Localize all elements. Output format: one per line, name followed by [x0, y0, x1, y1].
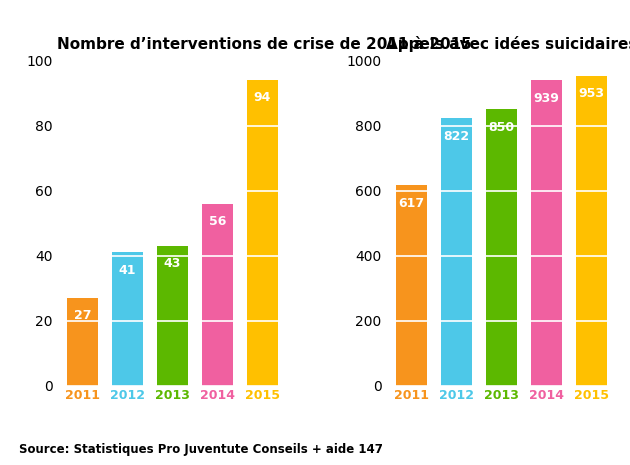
- Bar: [112, 252, 143, 386]
- Text: 822: 822: [444, 130, 469, 143]
- Text: 43: 43: [164, 257, 181, 270]
- Bar: [441, 119, 472, 386]
- Bar: [158, 246, 188, 386]
- Text: 41: 41: [119, 264, 136, 277]
- Text: Nombre d’interventions de crise de 2011 à 2015: Nombre d’interventions de crise de 2011 …: [57, 37, 471, 53]
- Text: 953: 953: [578, 87, 605, 100]
- Bar: [202, 204, 233, 386]
- Bar: [396, 185, 427, 386]
- Text: 94: 94: [254, 91, 272, 104]
- Bar: [576, 76, 607, 386]
- Text: 850: 850: [488, 121, 515, 133]
- Text: Appels avec idées suicidaires de 2011 à 2015: Appels avec idées suicidaires de 2011 à …: [386, 36, 630, 53]
- Text: Source: Statistiques Pro Juventute Conseils + aide 147: Source: Statistiques Pro Juventute Conse…: [19, 443, 383, 456]
- Bar: [531, 80, 562, 386]
- Text: 617: 617: [399, 197, 425, 210]
- Bar: [67, 298, 98, 386]
- Text: 56: 56: [209, 215, 226, 228]
- Bar: [247, 80, 278, 386]
- Text: 939: 939: [534, 92, 559, 105]
- Bar: [486, 109, 517, 386]
- Text: 27: 27: [74, 310, 91, 322]
